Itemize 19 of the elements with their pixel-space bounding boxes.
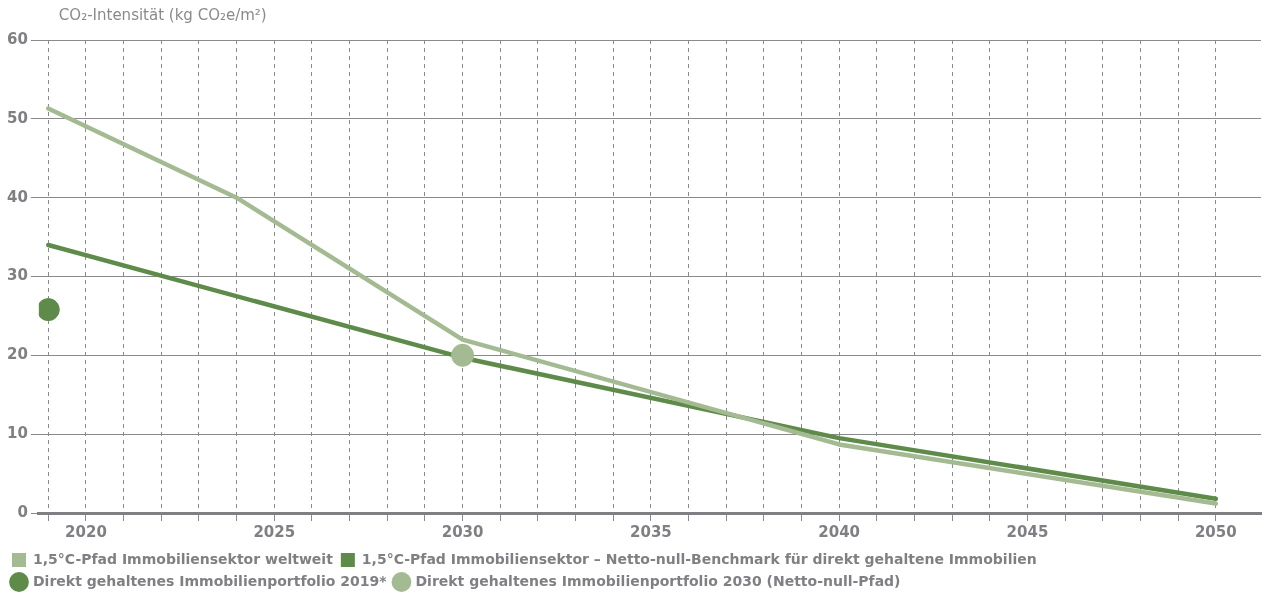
y-tick-label: 20 bbox=[7, 345, 28, 364]
y-tick-label: 10 bbox=[7, 424, 28, 443]
y-tick-label: 30 bbox=[7, 266, 28, 285]
y-tick-label: 60 bbox=[7, 29, 28, 48]
x-tick-label: 2050 bbox=[1194, 522, 1237, 541]
legend-label: 1,5°C-Pfad Immobiliensektor – Netto-null-Benchmark für direkt gehaltene Immobilien bbox=[361, 550, 1037, 567]
legend-label: 1,5°C-Pfad Immobiliensektor weltweit bbox=[33, 550, 334, 567]
x-tick-label: 2035 bbox=[630, 522, 672, 541]
x-tick-label: 2030 bbox=[441, 522, 484, 541]
y-tick-label: 40 bbox=[7, 187, 28, 206]
x-tick-label: 2025 bbox=[253, 522, 296, 541]
x-tick-label: 2020 bbox=[65, 522, 107, 541]
legend-label: Direkt gehaltenes Immobilienportfolio 2019* bbox=[33, 572, 388, 589]
legend-label: Direkt gehaltenes Immobilienportfolio 2030 (Netto-null-Pfad) bbox=[415, 572, 901, 589]
y-tick-label: 0 bbox=[17, 502, 28, 521]
x-tick-label: 2045 bbox=[1006, 522, 1049, 541]
y-axis-title: CO₂-Intensität (kg CO₂e/m²) bbox=[58, 5, 267, 24]
x-tick-label: 2040 bbox=[818, 522, 861, 541]
y-tick-label: 50 bbox=[7, 108, 28, 127]
